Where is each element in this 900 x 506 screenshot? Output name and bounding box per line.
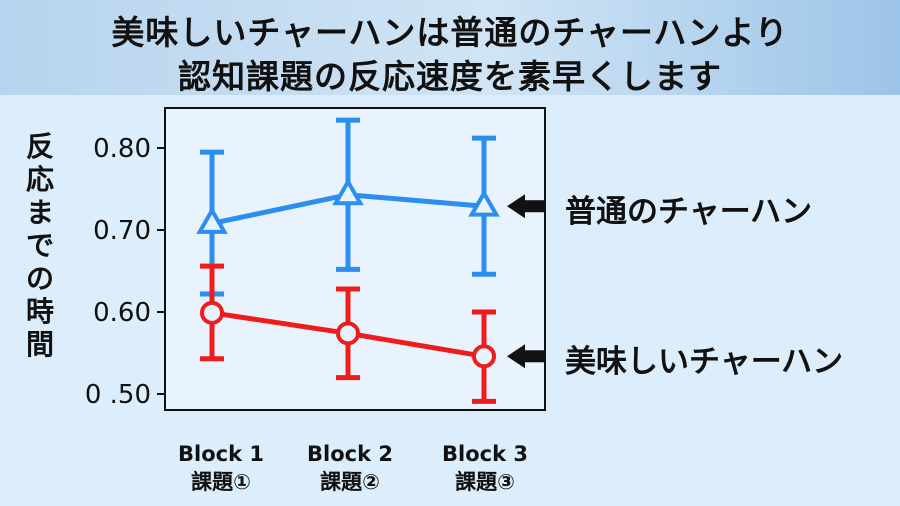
title-line-2: 認知課題の反応速度を素早くします: [178, 57, 722, 96]
data-point: [336, 321, 360, 346]
y-tick-label: 0.70: [93, 216, 151, 246]
x-tick-sublabel: 課題①: [191, 470, 251, 494]
x-tick-label: Block 2: [307, 442, 393, 466]
x-tick-block-3: Block 3 課題③: [415, 440, 555, 496]
arrow-head: [507, 194, 525, 219]
y-tick-label: 0.80: [93, 134, 151, 164]
series-layer: [196, 117, 500, 404]
x-tick-sublabel: 課題②: [320, 470, 380, 494]
x-tick-label: Block 3: [442, 442, 528, 466]
x-tick-sublabel: 課題③: [455, 470, 515, 494]
arrow-head: [507, 344, 525, 369]
data-point: [196, 206, 228, 234]
y-tick-label: 0 .50: [85, 380, 151, 410]
series-delicious: [200, 263, 496, 404]
x-tick-label: Block 1: [178, 442, 264, 466]
arrow-shaft: [524, 350, 546, 363]
data-point: [332, 177, 364, 206]
x-tick-block-1: Block 1 課題①: [151, 440, 291, 496]
arrow-shaft: [524, 200, 546, 213]
legend-label-regular: 普通のチャーハン: [565, 194, 813, 230]
title-banner: 美味しいチャーハンは普通のチャーハンより 認知課題の反応速度を素早くします: [0, 0, 900, 96]
legend-label-delicious: 美味しいチャーハン: [565, 344, 844, 380]
y-axis: 0.80 0.70 0.60 0 .50: [85, 134, 165, 410]
data-point: [472, 344, 496, 369]
y-tick-label: 0.60: [93, 298, 151, 328]
y-axis-label: 反応までの時間: [25, 130, 54, 361]
data-point: [468, 189, 500, 217]
x-tick-block-2: Block 2 課題②: [280, 440, 420, 496]
title-line-1: 美味しいチャーハンは普通のチャーハンより: [111, 13, 789, 52]
data-point: [200, 300, 224, 325]
legend-arrows: [507, 194, 546, 369]
